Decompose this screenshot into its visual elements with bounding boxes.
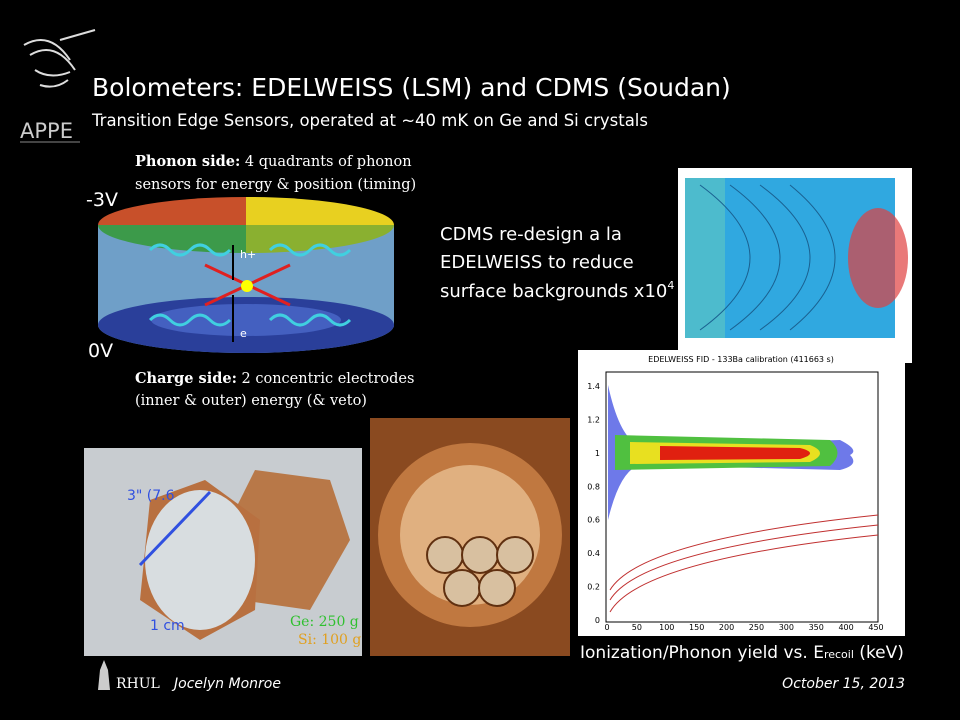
x-tick-label: 200 [719,623,734,632]
photo-label: 1 cm [150,618,185,634]
note-line: CDMS re-design a la [440,224,622,245]
voltage-label: 0V [88,340,113,362]
x-tick-label: 50 [632,623,642,632]
footer-institution: RHUL [116,676,160,692]
subtitle: Transition Edge Sensors, operated at ~40… [91,111,648,130]
x-tick-label: 300 [779,623,794,632]
field-map-image [678,168,912,363]
y-tick-label: 0.4 [587,549,600,558]
logo-text: APPE [20,119,73,143]
caption-sub: recoil [824,648,854,661]
caption-text: Ionization/Phonon yield vs. E [580,643,824,663]
footer-author: Jocelyn Monroe [171,676,281,692]
carrier-label: h+ [240,248,256,261]
x-tick-label: 150 [689,623,704,632]
x-tick-label: 0 [604,623,609,632]
charge-head: Charge side: [135,370,237,387]
y-tick-label: 1.2 [587,415,600,424]
plot-image [578,350,905,636]
phonon-line: sensors for energy & position (timing) [135,177,416,193]
note-exponent: 4 [667,279,674,292]
note-line: EDELWEISS to reduce [440,252,634,273]
carrier-label: e [240,327,247,340]
voltage-label: -3V [86,189,118,211]
phonon-line: 4 quadrants of phonon [240,154,411,170]
plot-title: EDELWEISS FID - 133Ba calibration (41166… [648,355,834,364]
crystal-photo [84,448,362,656]
x-tick-label: 400 [838,623,853,632]
y-tick-label: 0 [595,616,600,625]
title: Bolometers: EDELWEISS (LSM) and CDMS (So… [92,73,731,102]
y-tick-label: 0.8 [587,482,600,491]
caption-text: (keV) [854,643,904,663]
logo [20,29,96,143]
y-tick-label: 0.2 [587,583,600,592]
y-tick-label: 1 [595,449,600,458]
plot-caption: Ionization/Phonon yield vs. Erecoil (keV… [580,643,904,663]
note-line: surface backgrounds x104 [440,279,674,302]
footer-logo [98,660,110,690]
photo-label: Si: 100 g [298,632,361,648]
footer-date: October 15, 2013 [782,676,905,692]
photo-label: 3" (7.6 [127,488,175,504]
phonon-head: Phonon side: [135,153,240,170]
tower-photo [370,418,570,656]
x-tick-label: 350 [809,623,824,632]
charge-line: 2 concentric electrodes [237,371,415,387]
charge-label: Charge side: 2 concentric electrodes [135,370,414,387]
y-tick-label: 1.4 [587,382,600,391]
note-text: surface backgrounds x10 [440,281,667,302]
photo-label: Ge: 250 g [290,614,359,630]
x-tick-label: 250 [749,623,764,632]
x-tick-label: 100 [659,623,674,632]
x-tick-label: 450 [868,623,883,632]
charge-line: (inner & outer) energy (& veto) [135,393,367,409]
y-tick-label: 0.6 [587,516,600,525]
phonon-label: Phonon side: 4 quadrants of phonon [135,153,412,170]
detector-drawing [98,197,394,353]
